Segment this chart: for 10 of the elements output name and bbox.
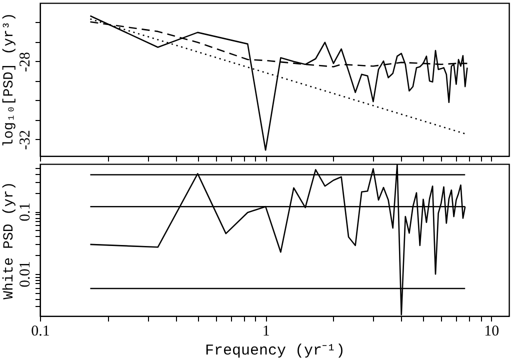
y-tick-label: 0.1 xyxy=(18,202,34,222)
x-tick-label: 0.1 xyxy=(31,324,50,340)
y-tick-label: 0.01 xyxy=(18,261,34,288)
x-tick-label: 1 xyxy=(262,324,270,340)
y-axis-title: White PSD (yr) xyxy=(2,182,18,300)
y-axis-title: log₁₀[PSD] (yr³) xyxy=(2,12,18,148)
x-tick-label: 10 xyxy=(484,324,500,340)
y-tick-label: -32 xyxy=(18,130,34,150)
x-axis-title: Frequency (yr⁻¹) xyxy=(204,342,346,360)
y-tick-label: -28 xyxy=(18,52,34,72)
